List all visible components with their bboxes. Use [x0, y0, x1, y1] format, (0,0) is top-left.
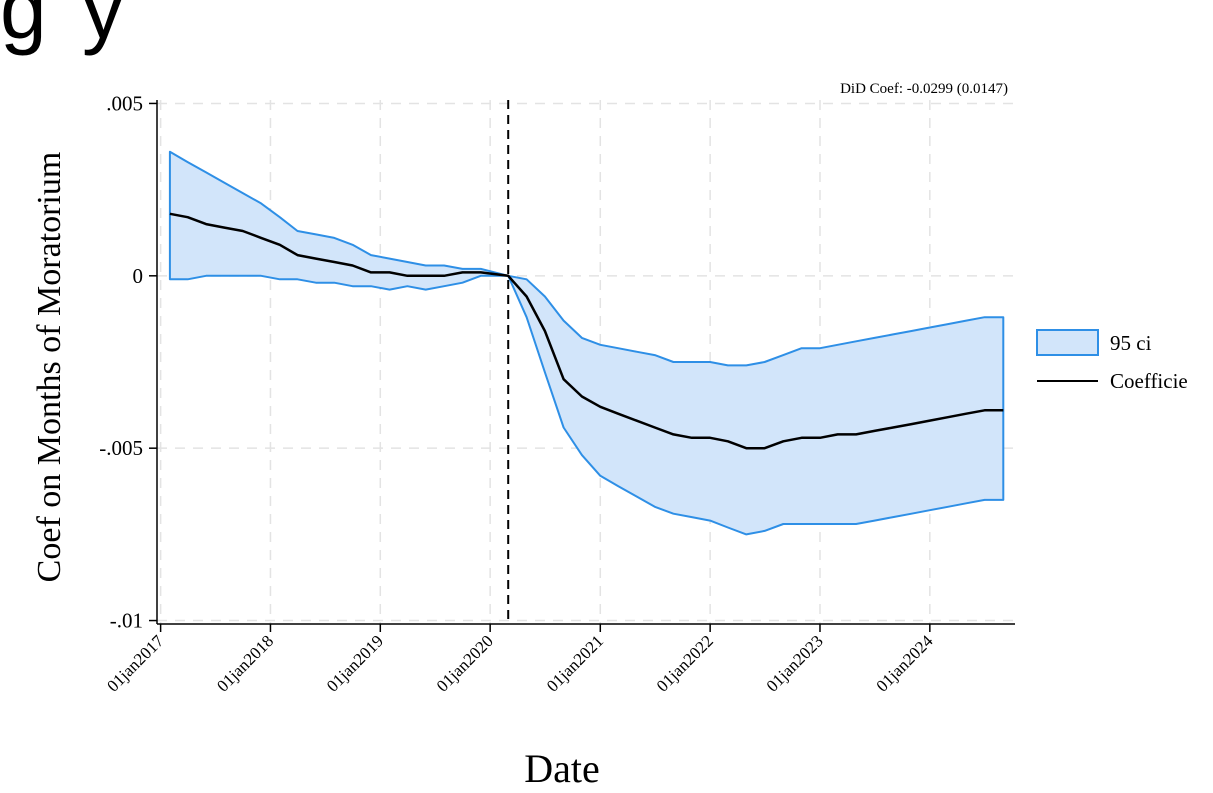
y-tick-label: -.01	[110, 609, 143, 633]
y-axis-title: Coef on Months of Moratorium	[31, 152, 68, 583]
did-coef-note: DiD Coef: -0.0299 (0.0147)	[840, 81, 1008, 97]
cropped-heading-text: g y	[0, 0, 130, 56]
ci-band	[168, 150, 1005, 536]
x-tick-labels: 01jan2017 01jan2018 01jan2019 01jan2020 01ja…	[103, 631, 937, 696]
x-tick-label: 01jan2019	[323, 631, 387, 695]
coefficient-line	[169, 212, 1004, 450]
x-tick-label: 01jan2022	[653, 631, 717, 695]
x-axis-title: Date	[524, 746, 600, 791]
x-tick-label: 01jan2020	[433, 631, 497, 695]
y-tick-labels: .005 0 -.005 -.01	[99, 91, 143, 632]
x-tick-label: 01jan2021	[543, 631, 607, 695]
y-tick-label: .005	[106, 91, 143, 115]
axes	[149, 100, 1015, 632]
x-tick-label: 01jan2017	[103, 631, 168, 696]
y-tick-label: -.005	[99, 436, 143, 460]
x-tick-label: 01jan2023	[763, 631, 827, 695]
x-tick-label: 01jan2018	[213, 631, 277, 695]
coefficient-line-layer	[169, 212, 1004, 450]
y-tick-label: 0	[133, 264, 144, 288]
legend-label-coef: Coefficie	[1110, 369, 1188, 393]
legend-swatch-ci	[1036, 329, 1099, 356]
legend-label-ci: 95 ci	[1110, 331, 1152, 355]
ci-band-layer	[168, 150, 1005, 536]
x-tick-label: 01jan2024	[872, 631, 937, 696]
legend: 95 ci Coefficie	[1036, 329, 1188, 393]
